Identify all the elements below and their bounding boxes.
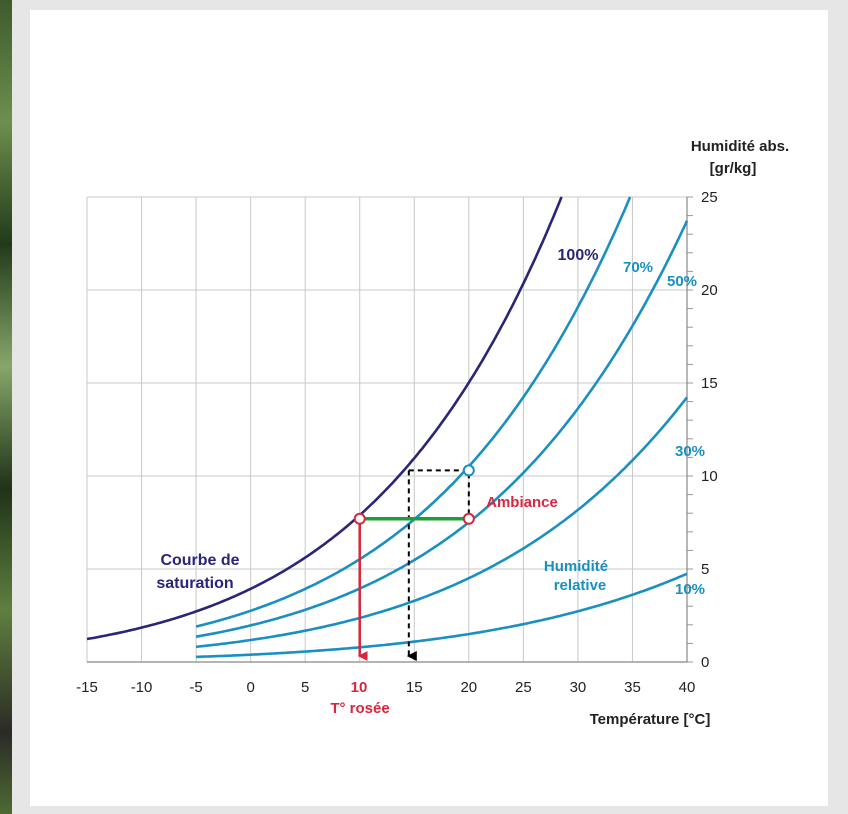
background-photo-strip xyxy=(0,0,12,814)
y-tick-label: 25 xyxy=(701,189,718,206)
x-tick-label: -15 xyxy=(76,679,98,696)
series-label-70: 70% xyxy=(623,259,653,276)
saturation-point-marker xyxy=(462,464,475,477)
dew-temperature-value: 10 xyxy=(351,679,368,696)
y-tick-label: 5 xyxy=(701,561,709,578)
dew-temperature-label: T° rosée xyxy=(330,700,389,717)
ambiance-label: Ambiance xyxy=(486,494,558,511)
x-tick-label: -10 xyxy=(131,679,153,696)
series-label-30: 30% xyxy=(675,443,705,460)
dashed-saturation-path xyxy=(408,469,470,519)
x-tick-label: 20 xyxy=(460,679,477,696)
series-label-10: 10% xyxy=(675,581,705,598)
curve-100 xyxy=(86,196,563,641)
relative-humidity-label-line2: relative xyxy=(554,577,607,594)
y-tick-label: 20 xyxy=(701,282,718,299)
x-tick-label: 30 xyxy=(570,679,587,696)
y-tick-label: 0 xyxy=(701,654,709,671)
x-tick-label: -5 xyxy=(189,679,202,696)
curve-10 xyxy=(196,572,688,659)
saturation-label-line2: saturation xyxy=(156,575,233,592)
y-tick-label: 10 xyxy=(701,468,718,485)
y-axis-title-line2: [gr/kg] xyxy=(710,160,757,177)
x-tick-label: 5 xyxy=(301,679,309,696)
saturation-label-line1: Courbe de xyxy=(160,552,239,569)
y-axis-title-line1: Humidité abs. xyxy=(691,138,789,155)
series-label-50: 50% xyxy=(667,273,697,290)
dew-point-marker xyxy=(353,512,366,525)
x-axis-title: Température [°C] xyxy=(590,711,711,728)
x-tick-label: 35 xyxy=(624,679,641,696)
y-tick-label: 15 xyxy=(701,375,718,392)
ambiance-point-marker xyxy=(462,512,475,525)
x-tick-label: 25 xyxy=(515,679,532,696)
series-label-100: 100% xyxy=(558,247,599,264)
x-tick-label: 0 xyxy=(246,679,254,696)
curve-50 xyxy=(195,220,689,638)
curve-30 xyxy=(195,396,689,649)
chart-panel: 100% 70% 50% 30% 10% -15 -10 -5 0 5 15 20 25 30 35 40 0… xyxy=(30,10,828,806)
relative-humidity-label-line1: Humidité xyxy=(544,558,608,575)
x-tick-label: 40 xyxy=(679,679,696,696)
psychrometric-chart: 100% 70% 50% 30% 10% -15 -10 -5 0 5 15 20 25 30 35 40 0… xyxy=(76,138,789,728)
x-tick-label: 15 xyxy=(406,679,423,696)
